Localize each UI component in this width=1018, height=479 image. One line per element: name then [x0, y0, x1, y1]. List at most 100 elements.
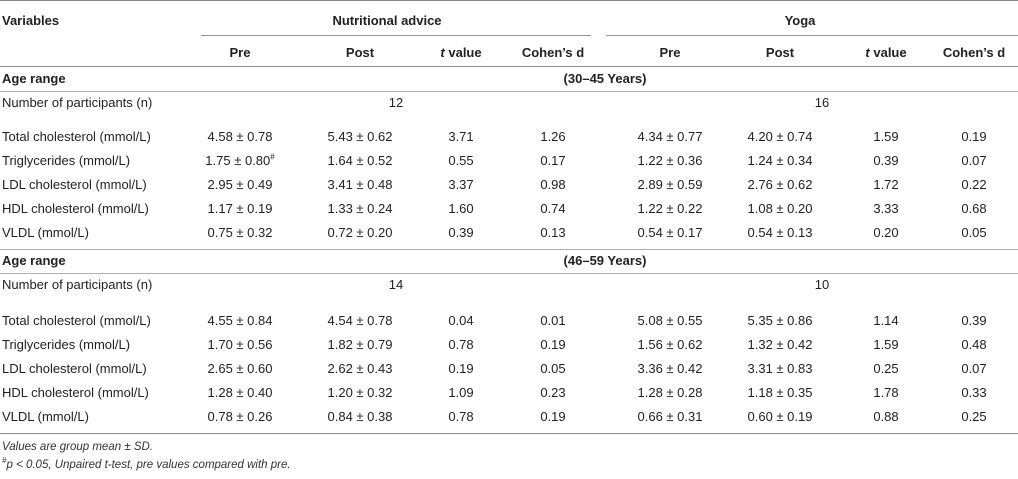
header-group-nutritional-advice: Nutritional advice: [332, 13, 442, 28]
header-group-yoga: Yoga: [784, 13, 816, 28]
col-cohens-d-2: Cohen’s d: [942, 45, 1006, 60]
cell-tvalue-nutrition: 1.60: [448, 201, 474, 216]
section1-n-yoga: 16: [814, 95, 830, 110]
cell-cohens-d-yoga: 0.05: [961, 225, 987, 240]
cell-cohens-d-nutrition: 0.13: [540, 225, 566, 240]
cell-cohens-d-yoga: 0.39: [961, 313, 987, 328]
table-row: VLDL (mmol/L) 0.78 ± 0.26 0.84 ± 0.38 0.78 0…: [0, 406, 1018, 428]
row-variable-label: Triglycerides (mmol/L): [2, 337, 131, 352]
cell-cohens-d-yoga: 0.19: [961, 129, 987, 144]
cell-post-yoga: 1.24 ± 0.34: [747, 153, 813, 168]
section1-age-range-row: Age range (30–45 Years): [0, 68, 1018, 90]
header-variables: Variables: [2, 13, 60, 28]
table-row: Total cholesterol (mmol/L) 4.55 ± 0.84 4.5…: [0, 310, 1018, 332]
row-variable-label: HDL cholesterol (mmol/L): [2, 385, 149, 400]
section1-participants-label: Number of participants (n): [2, 95, 153, 110]
row-variable-label: LDL cholesterol (mmol/L): [2, 361, 147, 376]
section2-label: Age range: [2, 253, 66, 268]
cell-pre-nutrition: 1.70 ± 0.56: [207, 337, 273, 352]
cell-post-yoga: 0.60 ± 0.19: [747, 409, 813, 424]
group1-underline: [201, 35, 591, 36]
cell-tvalue-nutrition: 3.37: [448, 177, 474, 192]
cell-tvalue-nutrition: 0.39: [448, 225, 474, 240]
table-row: Triglycerides (mmol/L) 1.75 ± 0.80# 1.64 ±…: [0, 150, 1018, 172]
cell-tvalue-nutrition: 0.78: [448, 337, 474, 352]
col-cohens-d-1: Cohen’s d: [521, 45, 585, 60]
col-tvalue-2: t value: [865, 45, 907, 60]
cell-tvalue-yoga: 0.25: [873, 361, 899, 376]
row-variable-label: Triglycerides (mmol/L): [2, 153, 131, 168]
cell-cohens-d-nutrition: 0.98: [540, 177, 566, 192]
section2-n-yoga: 10: [814, 277, 830, 292]
row-variable-label: LDL cholesterol (mmol/L): [2, 177, 147, 192]
cell-cohens-d-nutrition: 0.74: [540, 201, 566, 216]
cell-pre-nutrition: 0.78 ± 0.26: [207, 409, 273, 424]
cell-pre-yoga: 1.28 ± 0.28: [637, 385, 703, 400]
cell-post-yoga: 1.32 ± 0.42: [747, 337, 813, 352]
cell-post-nutrition: 0.72 ± 0.20: [327, 225, 393, 240]
section2-participants-label: Number of participants (n): [2, 277, 153, 292]
cell-pre-nutrition: 4.55 ± 0.84: [207, 313, 273, 328]
cell-post-yoga: 4.20 ± 0.74: [747, 129, 813, 144]
cell-tvalue-nutrition: 0.55: [448, 153, 474, 168]
table-row: LDL cholesterol (mmol/L) 2.95 ± 0.49 3.41 …: [0, 174, 1018, 196]
cell-pre-nutrition: 4.58 ± 0.78: [207, 129, 273, 144]
col-post-1: Post: [345, 45, 375, 60]
cell-cohens-d-nutrition: 0.05: [540, 361, 566, 376]
col-pre-1: Pre: [229, 45, 251, 60]
cell-cohens-d-yoga: 0.68: [961, 201, 987, 216]
cell-pre-nutrition: 1.28 ± 0.40: [207, 385, 273, 400]
col-pre-2: Pre: [659, 45, 681, 60]
cell-tvalue-yoga: 1.78: [873, 385, 899, 400]
cell-pre-nutrition: 1.75 ± 0.80#: [205, 152, 275, 168]
cell-pre-yoga: 3.36 ± 0.42: [637, 361, 703, 376]
cell-tvalue-yoga: 3.33: [873, 201, 899, 216]
table-bottom-rule: [0, 433, 1018, 434]
cell-cohens-d-nutrition: 0.19: [540, 409, 566, 424]
header-bottom-rule: [0, 66, 1018, 67]
table-row: HDL cholesterol (mmol/L) 1.17 ± 0.19 1.33 …: [0, 198, 1018, 220]
cell-pre-nutrition: 1.17 ± 0.19: [207, 201, 273, 216]
section1-bottom-rule: [0, 249, 1018, 250]
section2-age-range-row: Age range (46–59 Years): [0, 250, 1018, 272]
col-post-2: Post: [765, 45, 795, 60]
cell-cohens-d-nutrition: 0.19: [540, 337, 566, 352]
row-variable-label: Total cholesterol (mmol/L): [2, 313, 151, 328]
section2-participants-row: Number of participants (n) 14 10: [0, 274, 1018, 296]
cell-post-yoga: 0.54 ± 0.13: [747, 225, 813, 240]
row-variable-label: VLDL (mmol/L): [2, 225, 89, 240]
row-variable-label: Total cholesterol (mmol/L): [2, 129, 151, 144]
table-row: Total cholesterol (mmol/L) 4.58 ± 0.78 5.4…: [0, 126, 1018, 148]
cell-post-nutrition: 1.20 ± 0.32: [327, 385, 393, 400]
cell-pre-nutrition: 0.75 ± 0.32: [207, 225, 273, 240]
cell-cohens-d-yoga: 0.07: [961, 361, 987, 376]
cell-tvalue-nutrition: 0.78: [448, 409, 474, 424]
table-top-rule: [0, 0, 1018, 1]
col-tvalue-1: t value: [440, 45, 482, 60]
cell-post-yoga: 1.08 ± 0.20: [747, 201, 813, 216]
section1-n-nutrition: 12: [388, 95, 404, 110]
cell-pre-nutrition: 2.95 ± 0.49: [207, 177, 273, 192]
header-row-groups: Variables Nutritional advice Yoga: [0, 10, 1018, 32]
cell-tvalue-yoga: 1.59: [873, 337, 899, 352]
cell-post-nutrition: 5.43 ± 0.62: [327, 129, 393, 144]
table-row: LDL cholesterol (mmol/L) 2.65 ± 0.60 2.62 …: [0, 358, 1018, 380]
row-variable-label: VLDL (mmol/L): [2, 409, 89, 424]
cell-cohens-d-yoga: 0.07: [961, 153, 987, 168]
cell-cohens-d-nutrition: 0.01: [540, 313, 566, 328]
cell-post-nutrition: 3.41 ± 0.48: [327, 177, 393, 192]
cell-post-nutrition: 1.82 ± 0.79: [327, 337, 393, 352]
cell-tvalue-nutrition: 1.09: [448, 385, 474, 400]
section1-label: Age range: [2, 71, 66, 86]
cell-pre-yoga: 1.22 ± 0.36: [637, 153, 703, 168]
cell-post-nutrition: 4.54 ± 0.78: [327, 313, 393, 328]
cell-tvalue-yoga: 0.20: [873, 225, 899, 240]
cell-post-nutrition: 2.62 ± 0.43: [327, 361, 393, 376]
cell-tvalue-yoga: 0.39: [873, 153, 899, 168]
cell-post-yoga: 1.18 ± 0.35: [747, 385, 813, 400]
section1-rule: [0, 91, 1018, 92]
cell-pre-yoga: 2.89 ± 0.59: [637, 177, 703, 192]
cell-pre-yoga: 0.54 ± 0.17: [637, 225, 703, 240]
significance-marker: #: [270, 152, 275, 162]
header-row-columns: Pre Post t value Cohen’s d Pre Post t va…: [0, 42, 1018, 64]
